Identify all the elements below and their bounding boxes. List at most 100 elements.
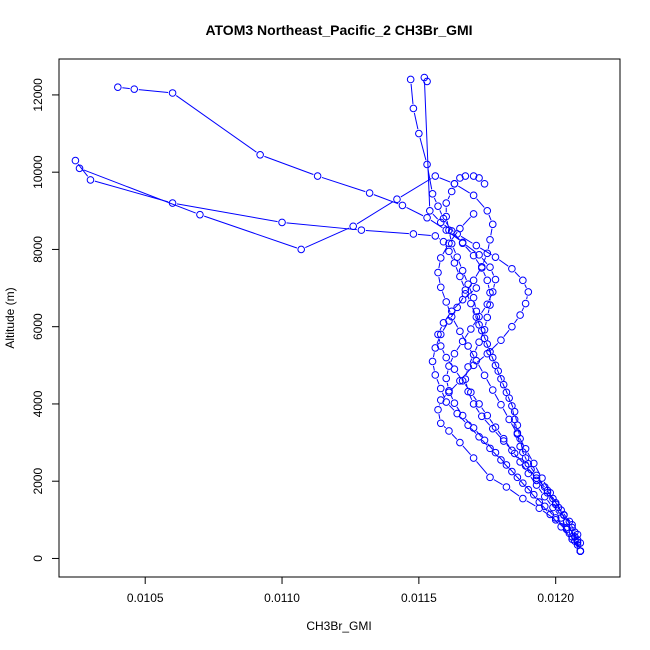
data-point (524, 288, 533, 296)
data-point (442, 374, 451, 383)
series-segment (456, 344, 461, 351)
data-point (480, 371, 489, 380)
series-segment (488, 214, 492, 221)
data-point (168, 89, 177, 97)
series-segment (483, 334, 487, 341)
data-point (483, 313, 492, 322)
series-segment (461, 335, 467, 343)
series-segment (505, 442, 510, 447)
data-point (513, 430, 522, 438)
series-segment (570, 525, 574, 529)
data-point (546, 488, 555, 497)
data-point (513, 473, 522, 482)
series-segment (549, 496, 554, 501)
series-segment (491, 355, 495, 362)
data-point (439, 319, 448, 327)
series-segment (547, 499, 551, 505)
series-segment (520, 443, 523, 448)
data-point (469, 400, 478, 408)
series-segment (517, 429, 520, 435)
data-point (478, 264, 486, 272)
data-point (436, 384, 445, 393)
y-tick-label: 10000 (31, 155, 45, 189)
data-point (313, 172, 322, 180)
series-segment (452, 247, 456, 254)
series-segment (478, 364, 483, 372)
data-point (456, 327, 464, 336)
data-point (458, 411, 467, 420)
series-segment (504, 388, 508, 395)
data-point (464, 342, 472, 350)
data-point (483, 411, 492, 420)
series-segment (497, 430, 502, 436)
series-segment (514, 453, 518, 459)
data-point (450, 399, 459, 407)
series-segment (558, 522, 567, 531)
series-segment (432, 365, 435, 371)
series-segment (469, 395, 473, 401)
data-point (486, 288, 494, 297)
series-segment (487, 443, 493, 450)
series-segment (445, 314, 450, 320)
data-point (450, 365, 459, 373)
data-point (469, 191, 478, 200)
series-segment (514, 318, 518, 324)
data-point (478, 412, 486, 421)
data-point (508, 467, 516, 476)
series-segment (469, 358, 473, 363)
series-segment (493, 361, 497, 368)
series-segment (456, 372, 461, 378)
data-point (431, 371, 440, 379)
series-segment (476, 430, 482, 438)
series-segment (480, 333, 484, 339)
data-point (521, 444, 530, 453)
series-segment (527, 452, 533, 460)
series-segment (83, 169, 196, 214)
series-7 (434, 210, 585, 555)
data-point (434, 202, 442, 210)
series-segment (444, 224, 454, 232)
data-point (469, 276, 478, 285)
series-segment (486, 379, 491, 387)
series-segment (487, 244, 490, 249)
series-segment (446, 370, 449, 375)
data-point (436, 342, 445, 350)
series-segment (472, 307, 476, 314)
data-point (445, 427, 453, 435)
data-point (467, 325, 475, 333)
series-segment (469, 349, 475, 358)
data-point (516, 458, 524, 466)
series-segment (204, 215, 298, 249)
data-point (499, 437, 508, 445)
series-segment (451, 433, 458, 440)
data-point (571, 533, 579, 541)
data-point (458, 239, 467, 248)
series-segment (557, 506, 562, 512)
data-point (409, 230, 418, 238)
data-point (494, 367, 503, 375)
data-point (505, 415, 513, 424)
data-point (456, 438, 464, 447)
series-segment (526, 296, 528, 300)
data-point (486, 301, 494, 309)
data-point (469, 251, 478, 260)
series-segment (442, 324, 448, 331)
series-segment (549, 493, 554, 500)
series-segment (530, 476, 535, 482)
data-point (486, 444, 494, 453)
data-point (71, 156, 80, 165)
series-segment (506, 444, 513, 451)
series-segment (490, 228, 493, 236)
series-segment (462, 368, 471, 378)
data-point (450, 259, 459, 267)
series-segment (460, 235, 473, 244)
data-point (497, 456, 505, 464)
data-point (436, 283, 445, 292)
series-segment (475, 407, 480, 413)
data-point (573, 541, 582, 549)
data-point (398, 201, 407, 210)
data-point (456, 224, 464, 233)
series-segment (530, 492, 537, 500)
